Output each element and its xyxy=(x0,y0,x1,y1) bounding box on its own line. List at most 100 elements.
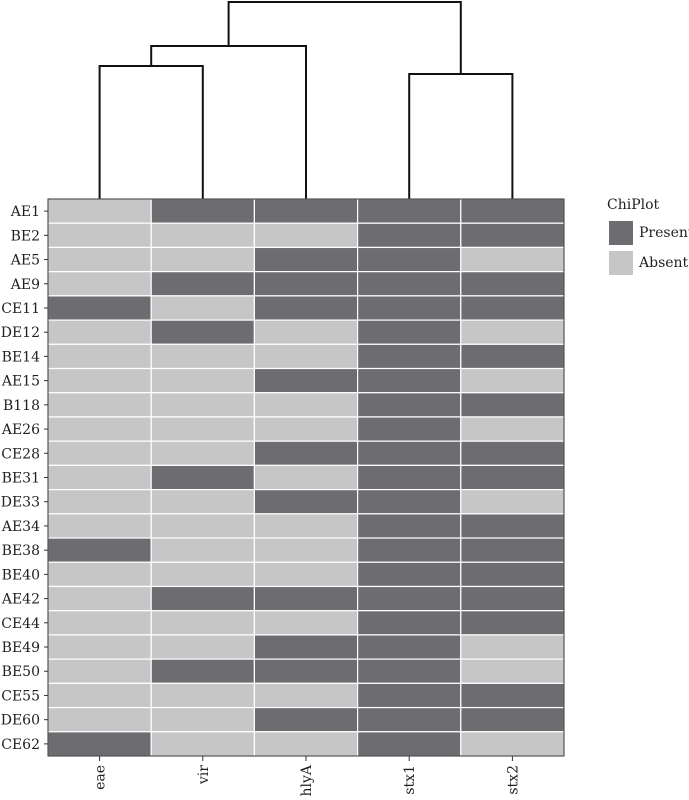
heatmap-cell xyxy=(460,440,565,466)
heatmap-cell xyxy=(253,731,359,757)
heatmap-cell xyxy=(357,343,462,370)
heatmap-cell xyxy=(253,198,359,224)
row-label: CE11 xyxy=(1,301,40,317)
heatmap-cell xyxy=(460,271,565,297)
row-label: CE62 xyxy=(1,737,40,753)
column-label: vir xyxy=(196,765,212,785)
heatmap-cell xyxy=(150,561,255,588)
row-label: B118 xyxy=(3,398,40,414)
row-label: AE42 xyxy=(1,592,40,608)
heatmap-cell xyxy=(253,682,359,709)
heatmap-cell xyxy=(150,246,255,273)
row-label: BE14 xyxy=(2,349,40,365)
heatmap-cell xyxy=(460,731,565,757)
heatmap-cell xyxy=(253,610,359,636)
heatmap-cell xyxy=(47,658,152,684)
heatmap-cell xyxy=(150,682,255,709)
row-label: AE15 xyxy=(1,374,40,390)
heatmap-cell xyxy=(253,513,359,539)
heatmap-cell xyxy=(150,513,255,539)
row-label: CE44 xyxy=(1,616,40,632)
heatmap-cell xyxy=(460,634,565,660)
heatmap-cell xyxy=(357,610,462,636)
heatmap-cell xyxy=(150,416,255,442)
row-label: CE28 xyxy=(1,446,40,462)
heatmap-cell xyxy=(460,392,565,418)
heatmap-cell xyxy=(150,367,255,394)
heatmap-cell xyxy=(357,246,462,273)
heatmap-cell xyxy=(253,489,359,515)
row-label: BE31 xyxy=(2,471,40,487)
heatmap-cell xyxy=(47,585,152,612)
row-label: BE50 xyxy=(2,664,40,680)
dendrogram-branch xyxy=(227,1,462,74)
row-label: CE55 xyxy=(1,688,40,704)
heatmap-cell xyxy=(47,416,152,442)
heatmap-cell xyxy=(150,731,255,757)
column-label: hlyA xyxy=(299,764,315,796)
heatmap-cell xyxy=(460,682,565,709)
heatmap-cell xyxy=(47,706,152,733)
heatmap-cell xyxy=(460,513,565,539)
heatmap-cell xyxy=(253,343,359,370)
row-label: DE60 xyxy=(1,713,40,729)
heatmap-cell xyxy=(150,610,255,636)
column-label: stx1 xyxy=(402,765,418,795)
heatmap-cell xyxy=(357,706,462,733)
heatmap-cell xyxy=(253,464,359,491)
column-dendrogram xyxy=(98,1,514,199)
row-label: AE1 xyxy=(10,204,40,220)
heatmap-cell xyxy=(460,561,565,588)
heatmap-cell xyxy=(253,319,359,345)
heatmap-cell xyxy=(47,489,152,515)
heatmap-cell xyxy=(47,561,152,588)
heatmap-cell xyxy=(253,706,359,733)
column-label: stx2 xyxy=(505,765,521,795)
heatmap-cell xyxy=(150,392,255,418)
legend-label: Present xyxy=(639,225,689,241)
heatmap-cell xyxy=(47,198,152,224)
heatmap-cell xyxy=(150,658,255,684)
heatmap-cell xyxy=(150,706,255,733)
heatmap-cell xyxy=(460,537,565,563)
heatmap-cell xyxy=(357,416,462,442)
heatmap-cell xyxy=(460,222,565,249)
heatmap-cell xyxy=(150,295,255,321)
heatmap-cell xyxy=(357,464,462,491)
heatmap-cell xyxy=(357,392,462,418)
heatmap-cell xyxy=(357,367,462,394)
heatmap-cell xyxy=(150,271,255,297)
heatmap-cell xyxy=(253,222,359,249)
heatmap-cell xyxy=(47,610,152,636)
heatmap-cell xyxy=(47,513,152,539)
row-label: AE34 xyxy=(1,519,40,535)
dendrogram-branch xyxy=(98,65,204,199)
heatmap-cell xyxy=(357,513,462,539)
heatmap-cell xyxy=(150,464,255,491)
heatmap-cell xyxy=(460,658,565,684)
heatmap-cell xyxy=(357,537,462,563)
legend-swatch xyxy=(609,221,633,245)
legend-label: Absent xyxy=(638,255,689,271)
row-label: BE40 xyxy=(2,567,40,583)
heatmap-cell xyxy=(47,222,152,249)
heatmap-cell xyxy=(47,731,152,757)
row-label: AE26 xyxy=(1,422,40,438)
heatmap-cell xyxy=(357,222,462,249)
dendrogram-branch xyxy=(408,73,514,199)
column-labels: eae vir hlyA stx1 stx2 xyxy=(93,756,521,797)
heatmap-cell xyxy=(253,440,359,466)
heatmap-cell xyxy=(253,246,359,273)
heatmap-cell xyxy=(460,367,565,394)
row-labels: AE1 BE2 AE5 AE9 CE11 DE12 BE14 AE15 B118 AE26 CE28… xyxy=(1,204,48,753)
legend-swatch xyxy=(609,251,633,275)
heatmap-cell xyxy=(460,295,565,321)
heatmap-cell xyxy=(47,440,152,466)
heatmap-cell xyxy=(460,585,565,612)
heatmap-cell xyxy=(150,634,255,660)
heatmap-cell xyxy=(47,246,152,273)
heatmap-cell xyxy=(150,198,255,224)
heatmap-cell xyxy=(357,682,462,709)
heatmap-cell xyxy=(150,489,255,515)
